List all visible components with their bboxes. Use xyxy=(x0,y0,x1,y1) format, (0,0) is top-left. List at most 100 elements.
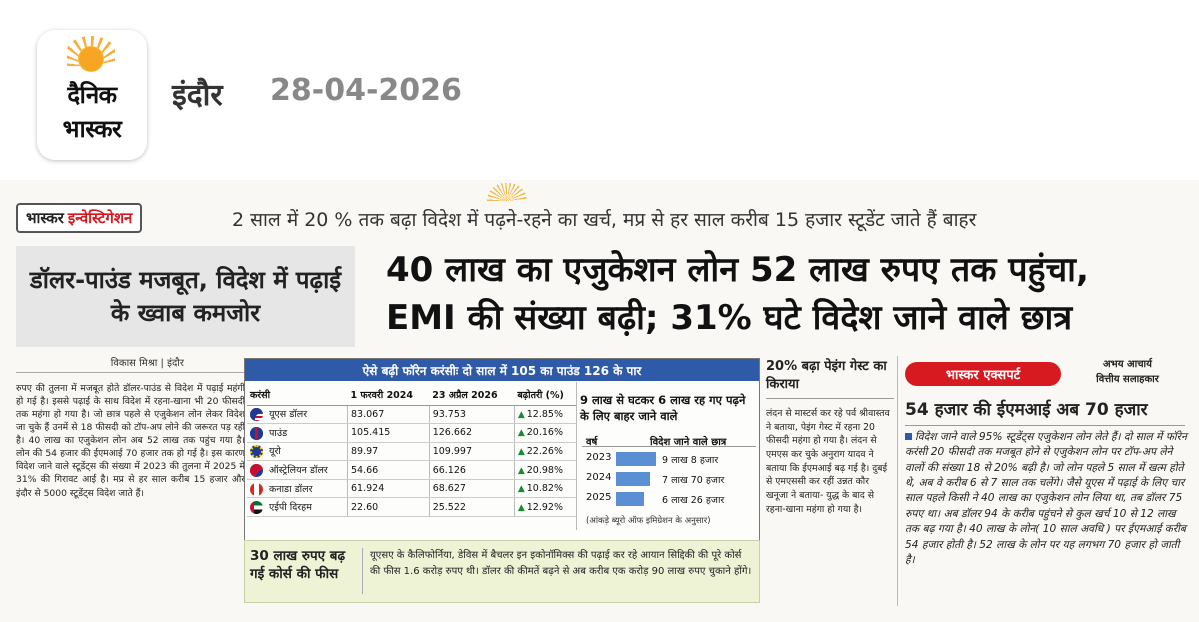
col-growth: बढ़ोतरी (%) xyxy=(514,385,577,406)
currency-cell: यूरो xyxy=(247,442,348,462)
article-body: रुपए की तुलना में मजबूत होते डॉलर-पाउंड … xyxy=(16,383,245,499)
table-row: ऑस्ट्रेलियन डॉलर 54.66 66.126 ▲ 20.98% xyxy=(247,460,577,480)
apr-2026-cell: 126.662 xyxy=(428,423,515,443)
currency-cell: कनाडा डॉलर xyxy=(247,479,348,499)
chart-divider xyxy=(576,382,577,530)
expert-role: वित्तीय सलाहकार xyxy=(1096,374,1159,385)
currency-name: ऑस्ट्रेलियन डॉलर xyxy=(269,465,328,477)
bar-value-label: 9 लाख 8 हजार xyxy=(662,455,719,466)
us-flag-icon xyxy=(250,408,263,422)
expert-name: अभय आचार्य xyxy=(1103,359,1152,370)
growth-cell: ▲ 12.85% xyxy=(513,405,577,425)
chart-col-year: वर्ष xyxy=(586,437,598,448)
growth-cell: ▲ 22.26% xyxy=(513,442,577,462)
arrow-up-icon: ▲ xyxy=(517,446,525,457)
apr-2026-cell: 66.126 xyxy=(428,460,515,480)
growth-value: 20.98% xyxy=(526,464,563,476)
bar-year-label: 2023 xyxy=(586,452,612,463)
apr-2026-cell: 68.627 xyxy=(428,479,515,499)
currency-cell: ऑस्ट्रेलियन डॉलर xyxy=(247,460,348,480)
expert-body: विदेश जाने वाले 95% स्टूडेंट्स एजुकेशन ल… xyxy=(905,430,1187,568)
expert-byline: अभय आचार्य वित्तीय सलाहकार xyxy=(1070,357,1185,387)
byline: विकास मिश्रा | इंदौर xyxy=(16,355,244,373)
ae-flag-icon xyxy=(250,501,263,515)
chart-source: (आंकड़े ब्यूरो ऑफ इमिग्रेशन के अनुसार) xyxy=(586,516,711,526)
app-header: दैनिक भास्कर इंदौर 28-04-2026 xyxy=(0,0,1199,180)
chart-col-value: विदेश जाने वाले छात्र xyxy=(650,437,727,448)
currency-name: पाउंड xyxy=(269,427,288,439)
edition-date: 28-04-2026 xyxy=(270,73,462,108)
currency-name: कनाडा डॉलर xyxy=(269,483,313,495)
col-feb-2024: 1 फरवरी 2024 xyxy=(347,385,430,406)
expert-divider xyxy=(897,356,898,606)
col-currency: करंसी xyxy=(247,385,348,406)
growth-cell: ▲ 20.16% xyxy=(513,423,577,443)
expert-rule xyxy=(905,425,1185,426)
bar-year-label: 2024 xyxy=(586,472,612,483)
fee-headline: 30 लाख रुपए बढ़ गई कोर्स की फीस xyxy=(250,548,346,583)
currency-table-title: ऐसे बढ़ी फॉरेन करंसीः दो साल में 105 का … xyxy=(245,359,759,381)
fee-text: यूएसए के कैलिफोर्निया, डेविस में बैचलर इ… xyxy=(370,550,752,577)
au-flag-icon xyxy=(250,464,263,478)
tag-part-1: भास्कर xyxy=(26,209,64,227)
currency-cell: पाउंड xyxy=(247,423,348,443)
growth-value: 12.92% xyxy=(526,501,563,513)
ca-flag-icon xyxy=(250,482,263,496)
arrow-up-icon: ▲ xyxy=(517,428,525,439)
pg-headline: 20% बढ़ा पेइंग गेस्ट का किराया xyxy=(766,358,894,400)
main-headline-line-2: EMI की संख्या बढ़ी; 31% घटे विदेश जाने व… xyxy=(386,298,1073,339)
expert-headline: 54 हजार की ईएमआई अब 70 हजार xyxy=(905,400,1148,420)
sun-decoration-icon xyxy=(487,183,527,201)
table-row: यूरो 89.97 109.997 ▲ 22.26% xyxy=(247,442,577,462)
table-row: पाउंड 105.415 126.662 ▲ 20.16% xyxy=(247,423,577,443)
bar xyxy=(616,492,644,506)
table-header-row: करंसी 1 फरवरी 2024 23 अप्रैल 2026 बढ़ोतर… xyxy=(247,385,577,406)
currency-name: यूरो xyxy=(269,446,281,458)
eu-flag-icon xyxy=(250,445,263,459)
bar-year-label: 2025 xyxy=(586,492,612,503)
growth-value: 22.26% xyxy=(526,445,563,457)
currency-cell: यूएस डॉलर xyxy=(247,405,348,425)
fee-box xyxy=(244,540,760,603)
currency-name: एईपी दिरहम xyxy=(269,502,312,514)
feb-2024-cell: 105.415 xyxy=(347,423,430,443)
growth-cell: ▲ 20.98% xyxy=(513,460,577,480)
growth-cell: ▲ 10.82% xyxy=(513,479,577,499)
currency-table: करंसी 1 फरवरी 2024 23 अप्रैल 2026 बढ़ोतर… xyxy=(247,385,577,518)
growth-value: 12.85% xyxy=(526,408,563,420)
investigation-tag: भास्कर इन्वेस्टिगेशन xyxy=(16,203,143,233)
main-headline-line-1: 40 लाख का एजुकेशन लोन 52 लाख रुपए तक पहु… xyxy=(386,250,1089,290)
kicker-line: 2 साल में 20 % तक बढ़ा विदेश में पढ़ने-र… xyxy=(232,209,977,231)
apr-2026-cell: 93.753 xyxy=(428,405,515,425)
tag-part-2: इन्वेस्टिगेशन xyxy=(67,209,133,227)
students-chart-title: 9 लाख से घटकर 6 लाख रह गए पढ़ने के लिए ब… xyxy=(580,393,746,423)
arrow-up-icon: ▲ xyxy=(517,484,525,495)
bar-value-label: 7 लाख 70 हजार xyxy=(662,475,725,486)
growth-cell: ▲ 12.92% xyxy=(513,497,577,518)
chart-header-rule xyxy=(582,446,756,447)
feb-2024-cell: 54.66 xyxy=(347,460,430,480)
feb-2024-cell: 83.067 xyxy=(347,405,430,425)
arrow-up-icon: ▲ xyxy=(517,409,525,420)
col-apr-2026: 23 अप्रैल 2026 xyxy=(429,385,515,406)
side-headline: डॉलर-पाउंड मजबूत, विदेश में पढ़ाई के ख्व… xyxy=(16,246,355,347)
apr-2026-cell: 109.997 xyxy=(428,442,515,462)
dainik-bhaskar-logo[interactable]: दैनिक भास्कर xyxy=(37,30,147,160)
arrow-up-icon: ▲ xyxy=(517,465,525,476)
currency-name: यूएस डॉलर xyxy=(269,409,308,421)
currency-table-box: ऐसे बढ़ी फॉरेन करंसीः दो साल में 105 का … xyxy=(244,358,760,546)
table-row: कनाडा डॉलर 61.924 68.627 ▲ 10.82% xyxy=(247,479,577,499)
bar xyxy=(616,452,656,466)
logo-line-1: दैनिक xyxy=(67,81,117,109)
apr-2026-cell: 25.522 xyxy=(428,497,515,518)
expert-body-text: विदेश जाने वाले 95% स्टूडेंट्स एजुकेशन ल… xyxy=(905,431,1187,566)
arrow-up-icon: ▲ xyxy=(517,502,525,513)
growth-value: 10.82% xyxy=(526,483,563,495)
feb-2024-cell: 89.97 xyxy=(347,442,430,462)
logo-line-2: भास्कर xyxy=(62,115,122,143)
fee-divider xyxy=(362,548,363,594)
expert-tag: भास्कर एक्सपर्ट xyxy=(905,362,1061,386)
currency-cell: एईपी दिरहम xyxy=(247,497,348,518)
main-headline: 40 लाख का एजुकेशन लोन 52 लाख रुपए तक पहु… xyxy=(386,246,1186,343)
uk-flag-icon xyxy=(250,426,263,440)
